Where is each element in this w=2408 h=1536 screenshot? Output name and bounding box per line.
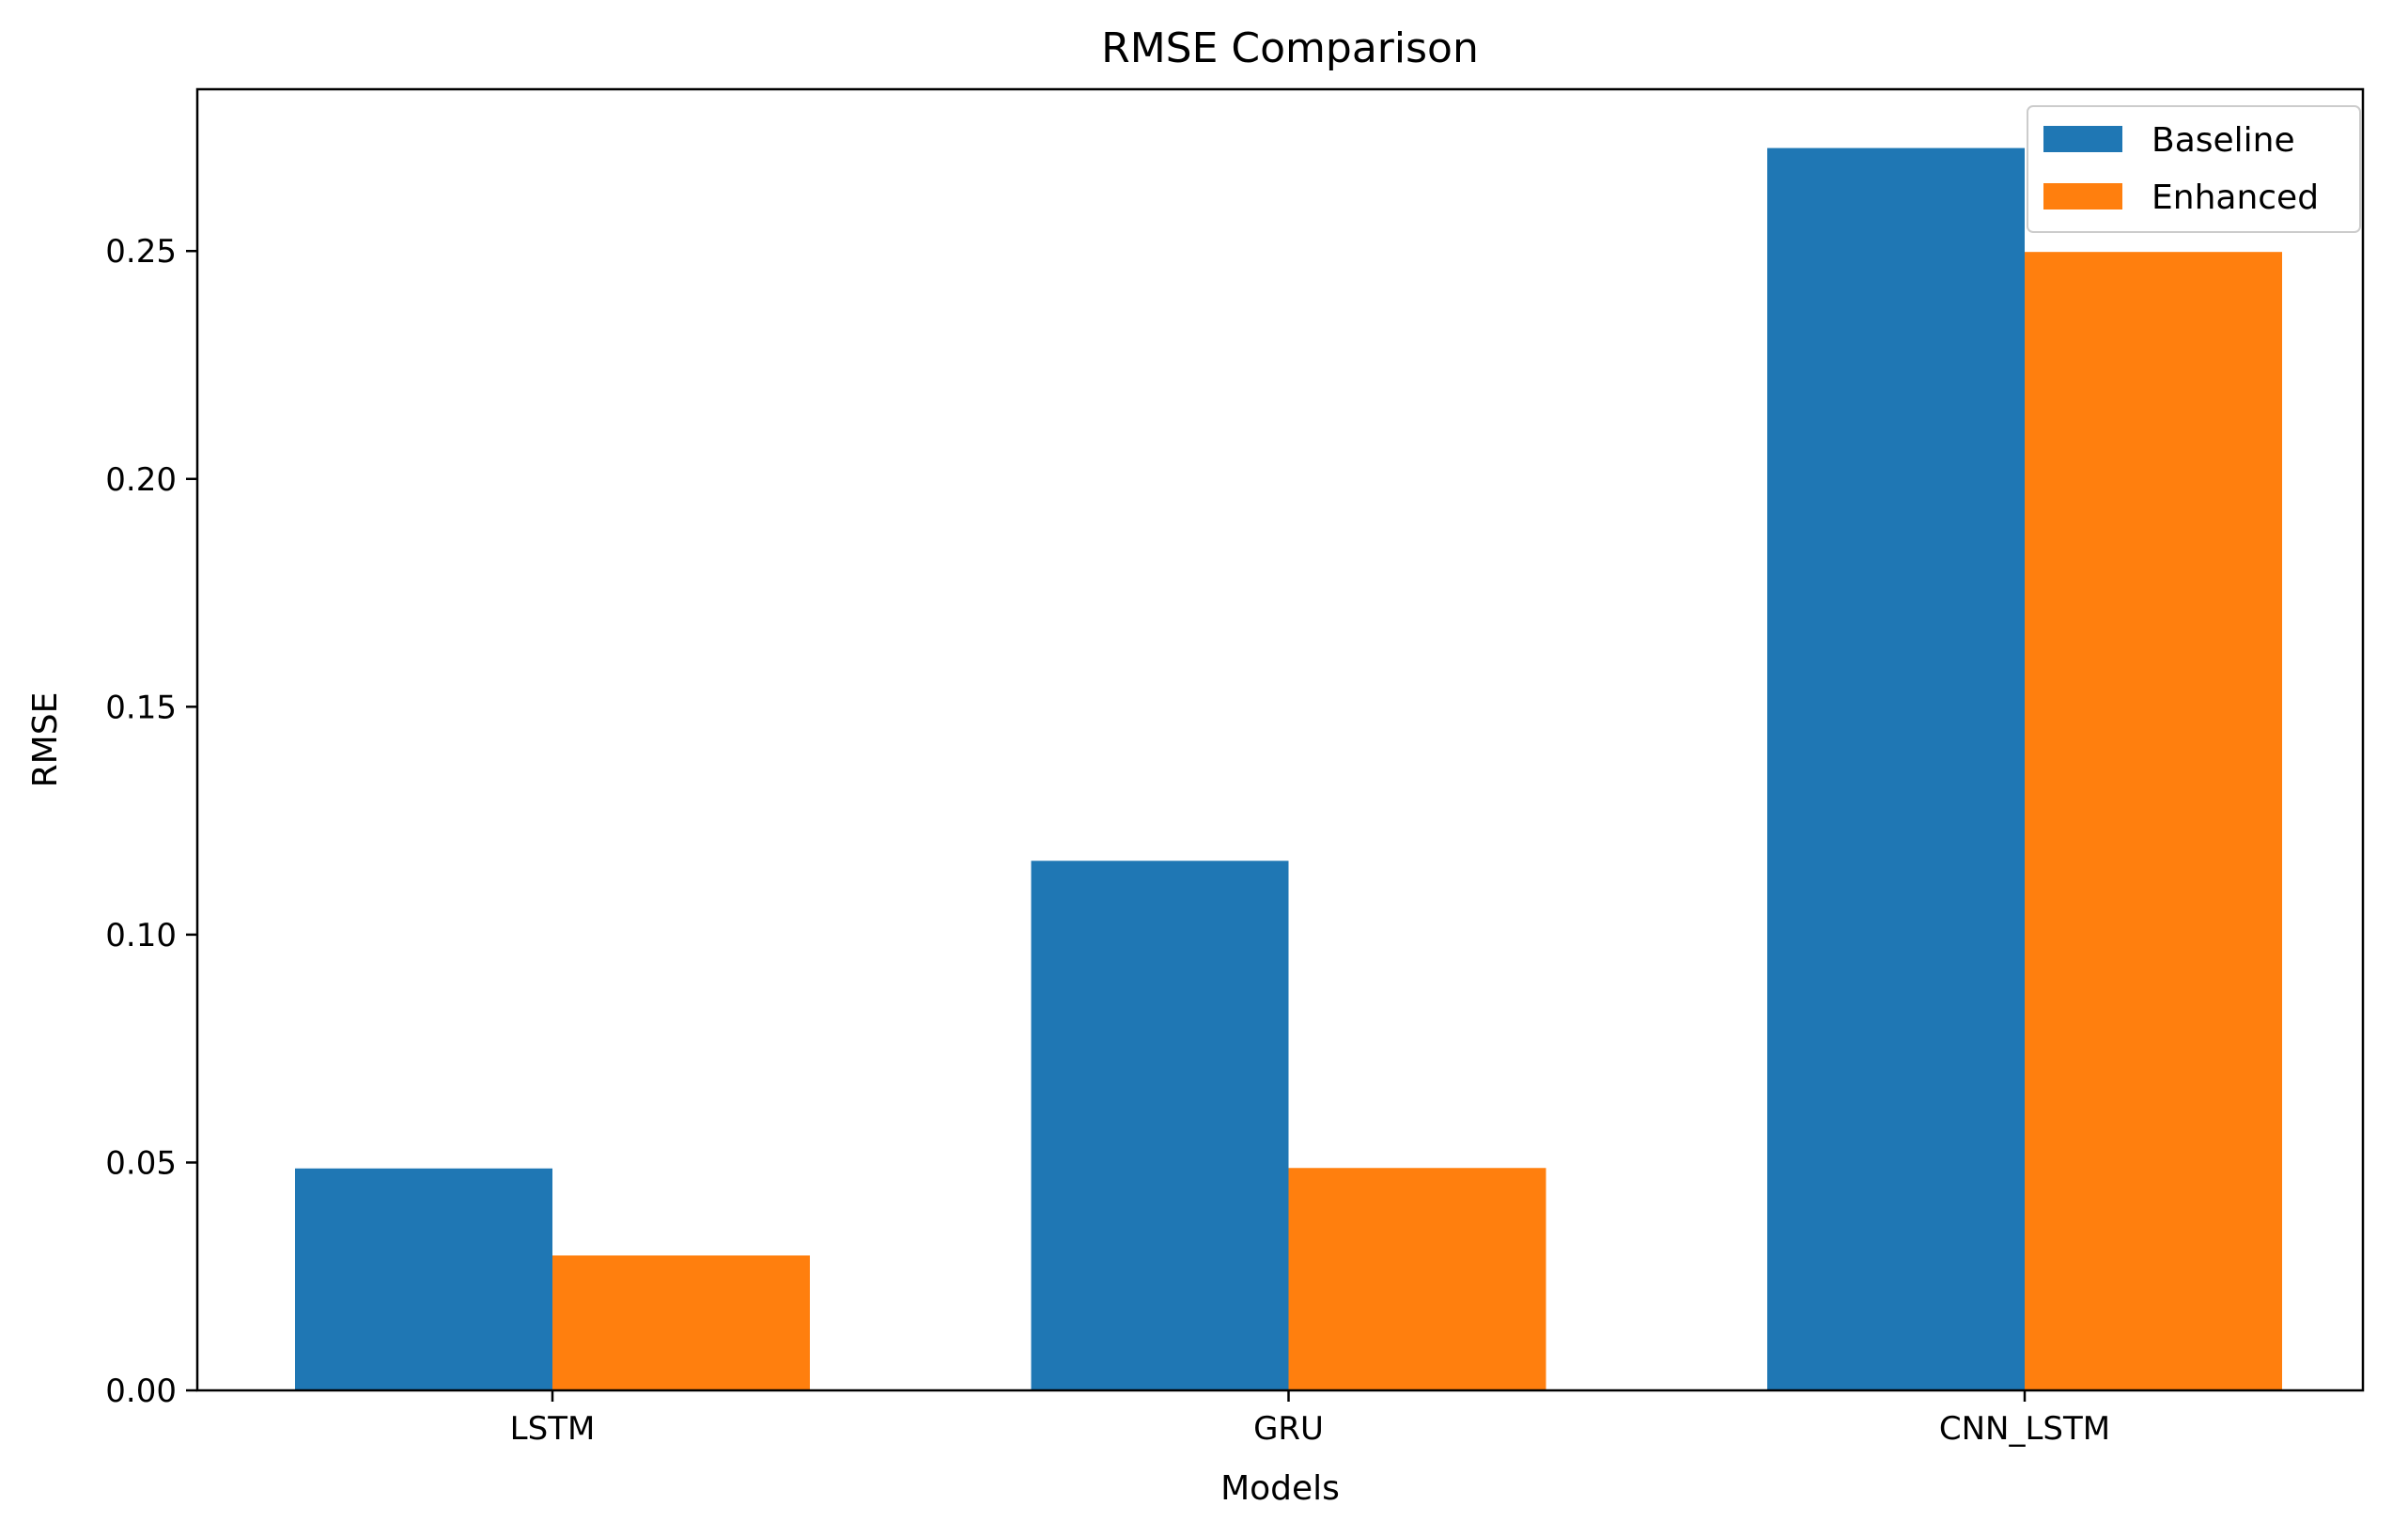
x-axis: LSTM GRU CNN_LSTM (510, 1390, 2110, 1448)
bar-enhanced-lstm (552, 1255, 810, 1390)
bars-group (295, 147, 2282, 1390)
y-tick-label: 0.05 (105, 1144, 177, 1182)
bar-baseline-lstm (295, 1168, 552, 1390)
x-axis-label: Models (1220, 1469, 1340, 1508)
bar-baseline-gru (1031, 861, 1289, 1390)
x-tick-label: GRU (1253, 1410, 1324, 1448)
y-tick-label: 0.20 (105, 461, 177, 499)
bar-enhanced-gru (1288, 1168, 1546, 1390)
legend-swatch-baseline (2043, 126, 2122, 152)
legend-label-enhanced: Enhanced (2152, 178, 2319, 217)
y-axis: 0.00 0.05 0.10 0.15 0.20 0.25 (105, 233, 197, 1410)
bar-baseline-cnn_lstm (1767, 147, 2025, 1390)
x-tick-label: CNN_LSTM (1939, 1410, 2110, 1448)
legend: Baseline Enhanced (2027, 105, 2361, 233)
bar-enhanced-cnn_lstm (2025, 252, 2282, 1390)
plot-frame (195, 87, 2365, 1392)
legend-label-baseline: Baseline (2152, 121, 2295, 160)
y-tick-label: 0.15 (105, 689, 177, 726)
chart-title: RMSE Comparison (1101, 24, 1479, 72)
y-tick-label: 0.00 (105, 1373, 177, 1410)
x-tick-label: LSTM (510, 1410, 596, 1448)
y-tick-label: 0.10 (105, 917, 177, 954)
y-axis-label: RMSE (26, 692, 65, 788)
legend-swatch-enhanced (2043, 183, 2122, 209)
y-tick-label: 0.25 (105, 233, 177, 271)
